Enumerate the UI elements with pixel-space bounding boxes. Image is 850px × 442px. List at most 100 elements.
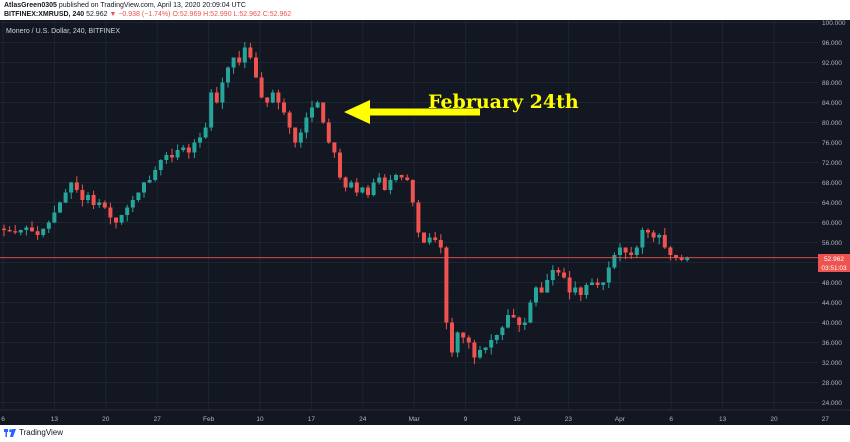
- candle-body: [209, 92, 214, 128]
- candle-body: [360, 187, 365, 193]
- candle-body: [657, 235, 662, 238]
- candle-body: [254, 57, 258, 78]
- time-axis-ticks: 6132027Feb101724Mar91623Apr6132027Ma: [1, 416, 829, 423]
- candle-body: [522, 322, 527, 325]
- candle-body: [192, 142, 197, 153]
- candle-body: [685, 257, 690, 260]
- price-tick-label: 60.000: [822, 220, 842, 227]
- price-tick-label: 44.000: [822, 300, 842, 307]
- candle-body: [198, 137, 202, 143]
- candle-body: [259, 77, 264, 98]
- time-tick-label: 20: [770, 416, 778, 423]
- candle-body: [377, 177, 382, 183]
- price-tick-label: 100.000: [822, 20, 846, 27]
- price-axis[interactable]: [818, 20, 850, 410]
- candle-body: [489, 340, 494, 348]
- candle-body: [511, 315, 516, 318]
- candle-body: [326, 122, 331, 143]
- candle-body: [293, 127, 298, 143]
- candle-body: [181, 147, 186, 150]
- price-axis-ticks: 24.000 28.000 32.000 36.000 40.000 44.000 48.0…: [822, 20, 846, 407]
- candle-body: [427, 237, 432, 243]
- time-tick-label: Mar: [409, 416, 421, 423]
- candle-body: [24, 227, 29, 230]
- candle-body: [500, 327, 505, 335]
- candle-body: [214, 92, 219, 103]
- price-tick-label: 24.000: [822, 400, 842, 407]
- symbol-label: BITFINEX:XMRUSD, 240: [4, 11, 85, 18]
- candle-body: [343, 177, 348, 188]
- candle-body: [310, 107, 314, 118]
- candle-body: [562, 272, 566, 278]
- candle-body: [242, 47, 247, 63]
- candle-body: [91, 195, 96, 205]
- candle-body: [114, 217, 118, 223]
- candle-body: [668, 247, 673, 255]
- candle-body: [416, 202, 421, 233]
- price-tick-label: 76.000: [822, 140, 842, 147]
- countdown-tag: [818, 263, 850, 272]
- candle-body: [119, 215, 124, 223]
- price-tick-label: 88.000: [822, 80, 842, 87]
- candle-body: [612, 255, 617, 268]
- tradingview-logo-icon: [4, 428, 16, 437]
- ohlc-label: O:52.969 H:52.990 L:52.962 C:52.962: [172, 11, 292, 18]
- last-price-tag: [818, 254, 850, 263]
- price-tick-label: 96.000: [822, 40, 842, 47]
- countdown-tag-value: 03:51:03: [821, 265, 847, 272]
- candle-body: [108, 207, 113, 218]
- time-tick-label: 27: [154, 416, 162, 423]
- last-price-label: 52.962: [86, 11, 108, 18]
- candle-body: [231, 57, 236, 68]
- candle-body: [170, 155, 174, 158]
- candle-body: [349, 182, 354, 188]
- candle-body: [7, 230, 12, 232]
- chart-header: AtlasGreen0305 published on TradingView.…: [0, 0, 850, 20]
- price-tick-label: 64.000: [822, 200, 842, 207]
- candle-body: [13, 231, 18, 233]
- price-tick-label: 80.000: [822, 120, 842, 127]
- candle-body: [86, 195, 90, 200]
- annotation-arrowhead: [344, 100, 370, 124]
- candle-body: [142, 182, 146, 193]
- candle-body: [674, 255, 678, 258]
- candle-body: [422, 232, 426, 243]
- candle-body: [584, 285, 589, 295]
- chart-title: Monero / U.S. Dollar, 240, BITFINEX: [6, 28, 120, 35]
- candle-body: [646, 230, 650, 233]
- candle-body: [494, 335, 499, 340]
- candle-body: [46, 222, 51, 229]
- candle-body: [438, 240, 443, 248]
- time-tick-label: Apr: [615, 416, 626, 423]
- candle-body: [282, 102, 286, 113]
- candle-body: [590, 282, 594, 285]
- candle-body: [69, 182, 74, 193]
- candle-body: [399, 175, 404, 178]
- candle-body: [80, 190, 85, 200]
- price-tick-label: 84.000: [822, 100, 842, 107]
- candle-body: [444, 247, 449, 323]
- candle-body: [601, 282, 606, 285]
- candle-body: [35, 231, 40, 235]
- candle-body: [623, 247, 628, 253]
- publisher-name[interactable]: AtlasGreen0305: [4, 2, 57, 9]
- price-tick-label: 28.000: [822, 380, 842, 387]
- candle-body: [410, 180, 415, 203]
- candle-body: [567, 277, 572, 293]
- candle-body: [276, 92, 281, 103]
- candle-body: [130, 200, 135, 208]
- chart-footer: TradingView: [0, 425, 850, 442]
- candle-body: [534, 287, 538, 303]
- candle-body: [220, 82, 225, 103]
- tradingview-logo[interactable]: TradingView: [4, 428, 63, 437]
- time-tick-label: 16: [513, 416, 521, 423]
- candle-body: [388, 180, 393, 190]
- candle-body: [455, 332, 460, 353]
- candlestick-chart: 24.000 28.000 32.000 36.000 40.000 44.000 48.0…: [0, 20, 850, 425]
- candle-body: [175, 150, 180, 158]
- price-tick-label: 32.000: [822, 360, 842, 367]
- time-tick-label: 9: [464, 416, 468, 423]
- candle-body: [18, 230, 23, 233]
- candle-body: [662, 235, 667, 248]
- candle-body: [433, 237, 438, 240]
